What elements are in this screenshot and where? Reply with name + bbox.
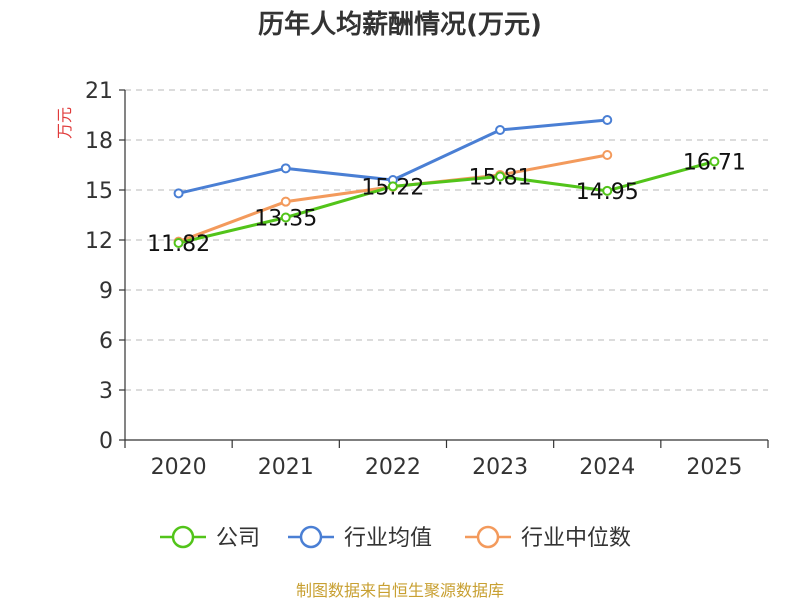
data-label: 13.35 <box>254 207 317 232</box>
series-line-company <box>177 160 716 245</box>
legend-label: 行业均值 <box>344 526 432 551</box>
y-tick-label: 6 <box>99 329 113 354</box>
data-label: 11.82 <box>147 232 210 257</box>
x-tick-label: 2020 <box>151 455 207 480</box>
data-point <box>495 125 506 135</box>
data-point <box>602 185 613 196</box>
data-labels: 11.82 13.35 15.22 15.81 14.95 16.71 <box>147 151 746 258</box>
x-tick-label: 2021 <box>258 455 314 480</box>
legend-label: 行业中位数 <box>521 526 631 551</box>
legend-item: 行业均值 <box>288 525 432 551</box>
data-point <box>495 171 506 182</box>
data-label: 14.95 <box>576 180 639 205</box>
data-point <box>602 115 613 125</box>
data-point <box>387 181 398 192</box>
grid-lines <box>125 89 768 391</box>
data-point <box>173 238 184 248</box>
legend-item: 行业中位数 <box>465 525 631 551</box>
chart-title: 历年人均薪酬情况(万元) <box>258 9 542 40</box>
y-tick-labels: 0 3 6 9 12 15 18 21 <box>85 79 113 454</box>
data-point <box>709 156 720 167</box>
y-tick-label: 21 <box>85 79 113 104</box>
y-tick-label: 18 <box>85 129 113 154</box>
data-label: 16.71 <box>683 151 746 176</box>
legend: 公司 行业均值 行业中位数 <box>160 525 631 551</box>
axes <box>119 89 769 448</box>
y-tick-label: 12 <box>85 229 113 254</box>
x-tick-labels: 2020 2021 2022 2023 2024 2025 <box>151 455 743 480</box>
x-tick-label: 2023 <box>472 455 528 480</box>
legend-marker <box>171 525 195 549</box>
y-tick-label: 15 <box>85 179 113 204</box>
y-tick-label: 3 <box>99 379 113 404</box>
data-label: 15.22 <box>361 175 424 200</box>
data-point <box>280 163 291 174</box>
series-points <box>173 115 720 248</box>
legend-label: 公司 <box>216 526 260 551</box>
legend-marker <box>476 525 500 549</box>
data-point <box>173 188 184 199</box>
x-tick-label: 2024 <box>579 455 635 480</box>
data-point <box>280 196 291 207</box>
x-tick-label: 2025 <box>686 455 742 480</box>
source-note: 制图数据来自恒生聚源数据库 <box>296 581 504 600</box>
y-axis-label: 万元 <box>55 107 74 139</box>
data-point <box>280 212 291 223</box>
data-point <box>602 150 613 160</box>
legend-marker <box>299 525 323 549</box>
y-tick-label: 0 <box>99 429 113 454</box>
legend-item: 公司 <box>160 525 260 551</box>
data-label: 15.81 <box>469 166 532 191</box>
y-tick-label: 9 <box>99 279 113 304</box>
x-tick-label: 2022 <box>365 455 421 480</box>
